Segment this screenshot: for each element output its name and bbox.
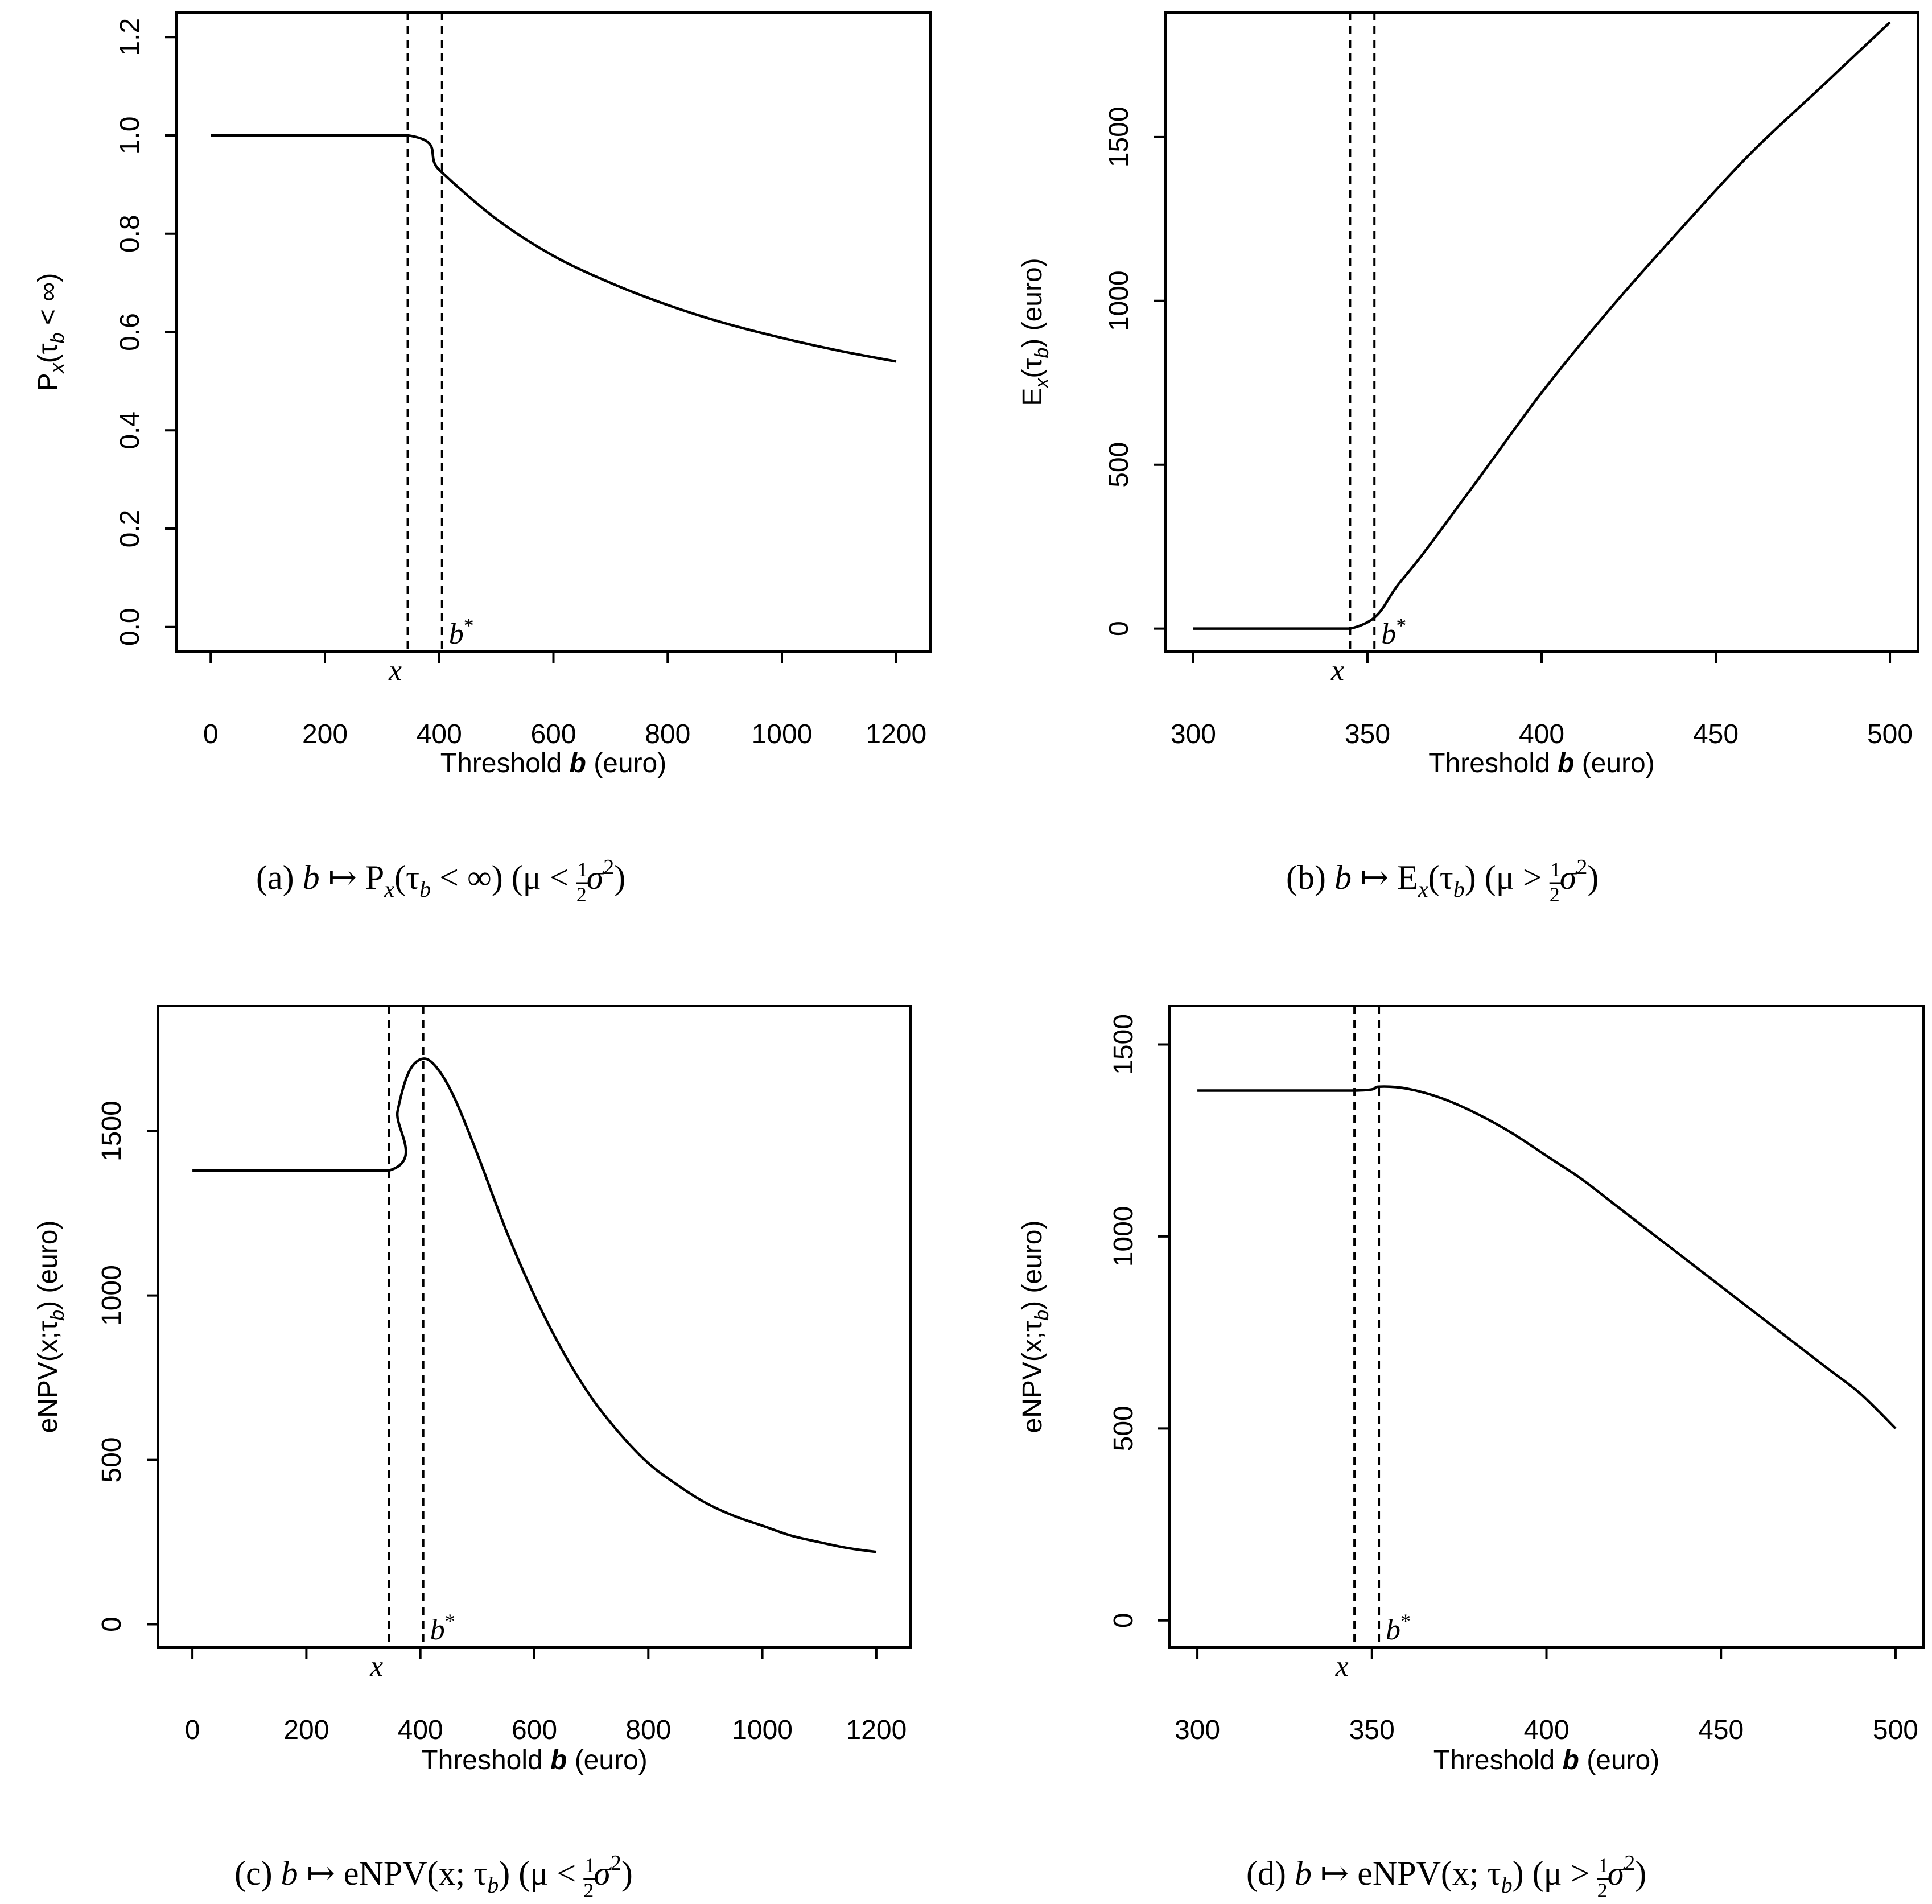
x-tick-label: 600 <box>512 1715 557 1745</box>
x-tick-label: 600 <box>530 719 576 749</box>
x-tick-label: 200 <box>302 719 348 749</box>
x-tick-label: 800 <box>625 1715 671 1745</box>
y-tick-label: 500 <box>97 1437 127 1483</box>
x-tick-label: 0 <box>203 719 219 749</box>
x-tick-label: 400 <box>1519 719 1564 749</box>
series-line <box>211 134 897 363</box>
y-tick-label: 0 <box>1104 621 1134 636</box>
b-star-marker-label: b* <box>430 1610 455 1646</box>
plot-frame <box>1168 1005 1925 1649</box>
x-tick-label: 400 <box>398 1715 443 1745</box>
y-tick-label: 0 <box>97 1617 127 1632</box>
caption-a: (a) b ↦ Px(τb < ∞) (μ < 1 2σ2) <box>256 855 625 906</box>
plot-frame <box>1164 11 1919 653</box>
x-axis-title: Threshold b (euro) <box>1428 748 1654 778</box>
b-star-marker-label: b* <box>449 614 474 650</box>
x-axis-title: Threshold b (euro) <box>421 1745 647 1775</box>
y-axis-title: eNPV(x;τb) (euro) <box>33 1221 68 1433</box>
y-tick-label: 1500 <box>1109 1014 1139 1075</box>
x-tick-label: 1000 <box>732 1715 793 1745</box>
plot-frame <box>175 11 932 653</box>
x-tick-label: 1200 <box>866 719 926 749</box>
y-axis-title: eNPV(x;τb) (euro) <box>1018 1221 1053 1433</box>
b-star-marker-label: b* <box>1386 1610 1411 1646</box>
panel-d: 300 350 400 450 500 0 500 1000 1500 Threshold b (… <box>1018 1005 1925 1902</box>
y-tick-label: 0.6 <box>115 313 145 351</box>
x-marker-label: x <box>369 1650 383 1683</box>
caption-d: (d) b ↦ eNPV(x; τb) (μ > 1 2σ2) <box>1246 1851 1646 1902</box>
x-marker-label: x <box>1335 1650 1349 1683</box>
caption-c: (c) b ↦ eNPV(x; τb) (μ < 1 2σ2) <box>234 1851 633 1902</box>
y-axis-title: Ex(τb) (euro) <box>1018 258 1053 406</box>
x-tick-label: 0 <box>185 1715 200 1745</box>
y-tick-label: 1000 <box>1104 270 1134 331</box>
x-tick-label: 400 <box>1523 1715 1569 1745</box>
x-marker-label: x <box>1330 654 1344 687</box>
series-line <box>1197 1085 1897 1429</box>
b-star-marker-label: b* <box>1381 614 1406 650</box>
y-tick-label: 1000 <box>1109 1206 1139 1267</box>
x-tick-label: 350 <box>1345 719 1390 749</box>
x-tick-label: 450 <box>1693 719 1739 749</box>
y-tick-label: 500 <box>1109 1406 1139 1451</box>
x-tick-label: 450 <box>1698 1715 1744 1745</box>
x-tick-label: 500 <box>1867 719 1913 749</box>
plot-frame <box>157 1005 912 1649</box>
panel-b: 300 350 400 450 500 0 500 1000 1500 Threshold b (… <box>1018 11 1919 906</box>
y-tick-label: 1500 <box>97 1101 127 1161</box>
y-tick-label: 0.4 <box>115 411 145 450</box>
panel-a: 0 200 400 600 800 1000 1200 0.0 0.2 0.4 0.6 0.8 1.0 1… <box>33 11 932 906</box>
panel-c: 0 200 400 600 800 1000 1200 0 500 1000 1500 Thresho… <box>33 1005 912 1902</box>
caption-b: (b) b ↦ Ex(τb) (μ > 1 2σ2) <box>1286 855 1599 906</box>
y-tick-label: 1500 <box>1104 106 1134 167</box>
y-axis-title: Px(τb < ∞) <box>33 273 68 391</box>
y-tick-label: 0.8 <box>115 215 145 253</box>
x-tick-label: 500 <box>1873 1715 1918 1745</box>
y-tick-label: 0 <box>1109 1613 1139 1628</box>
x-axis-title: Threshold b (euro) <box>1433 1745 1659 1775</box>
x-axis-title: Threshold b (euro) <box>440 748 666 778</box>
y-tick-label: 500 <box>1104 442 1134 488</box>
x-tick-label: 300 <box>1175 1715 1220 1745</box>
x-marker-label: x <box>388 654 402 687</box>
x-tick-label: 1000 <box>752 719 813 749</box>
x-tick-label: 1200 <box>846 1715 907 1745</box>
y-tick-label: 1.2 <box>115 18 145 56</box>
y-tick-label: 1.0 <box>115 117 145 155</box>
x-tick-label: 800 <box>645 719 690 749</box>
x-tick-label: 300 <box>1171 719 1216 749</box>
x-tick-label: 350 <box>1349 1715 1395 1745</box>
series-line <box>192 1057 877 1553</box>
x-tick-label: 200 <box>283 1715 329 1745</box>
series-line <box>1193 21 1891 630</box>
y-tick-label: 0.0 <box>115 608 145 646</box>
y-tick-label: 0.2 <box>115 510 145 548</box>
x-tick-label: 400 <box>417 719 462 749</box>
y-tick-label: 1000 <box>97 1265 127 1326</box>
